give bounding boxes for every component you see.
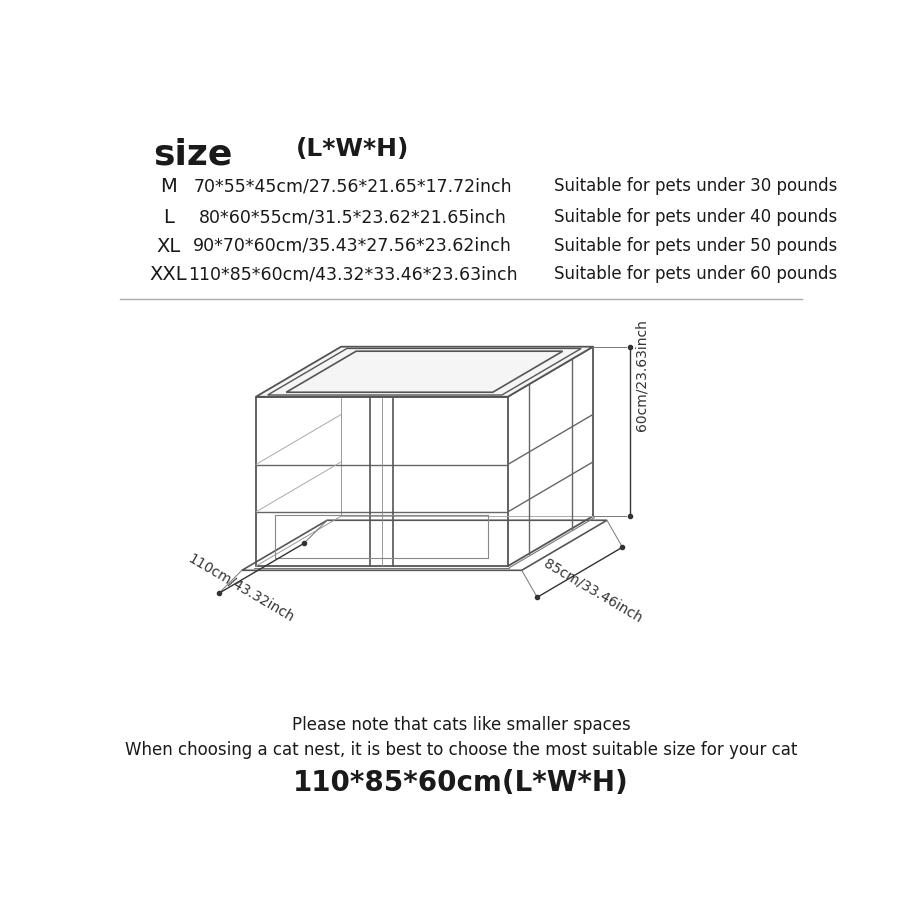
Text: 110cm/43.32inch: 110cm/43.32inch (185, 552, 296, 625)
Text: Suitable for pets under 40 pounds: Suitable for pets under 40 pounds (554, 208, 838, 226)
Text: Please note that cats like smaller spaces: Please note that cats like smaller space… (292, 716, 631, 734)
Text: 110*85*60cm(L*W*H): 110*85*60cm(L*W*H) (293, 769, 629, 796)
Text: L: L (163, 208, 174, 227)
Text: 60cm/23.63inch: 60cm/23.63inch (634, 320, 648, 431)
Text: XXL: XXL (149, 266, 187, 284)
Text: XL: XL (157, 237, 180, 256)
Text: (L*W*H): (L*W*H) (296, 138, 410, 161)
Polygon shape (256, 346, 593, 397)
Text: Suitable for pets under 50 pounds: Suitable for pets under 50 pounds (554, 237, 838, 255)
Text: 90*70*60cm/35.43*27.56*23.62inch: 90*70*60cm/35.43*27.56*23.62inch (194, 237, 512, 255)
Text: M: M (160, 177, 176, 196)
Text: 85cm/33.46inch: 85cm/33.46inch (542, 556, 645, 626)
Text: 110*85*60cm/43.32*33.46*23.63inch: 110*85*60cm/43.32*33.46*23.63inch (188, 266, 518, 284)
Text: Suitable for pets under 30 pounds: Suitable for pets under 30 pounds (554, 177, 838, 195)
Text: Suitable for pets under 60 pounds: Suitable for pets under 60 pounds (554, 266, 838, 284)
Text: 80*60*55cm/31.5*23.62*21.65inch: 80*60*55cm/31.5*23.62*21.65inch (199, 208, 507, 226)
Text: size: size (153, 138, 232, 171)
Text: 70*55*45cm/27.56*21.65*17.72inch: 70*55*45cm/27.56*21.65*17.72inch (194, 177, 512, 195)
Text: When choosing a cat nest, it is best to choose the most suitable size for your c: When choosing a cat nest, it is best to … (125, 741, 797, 759)
